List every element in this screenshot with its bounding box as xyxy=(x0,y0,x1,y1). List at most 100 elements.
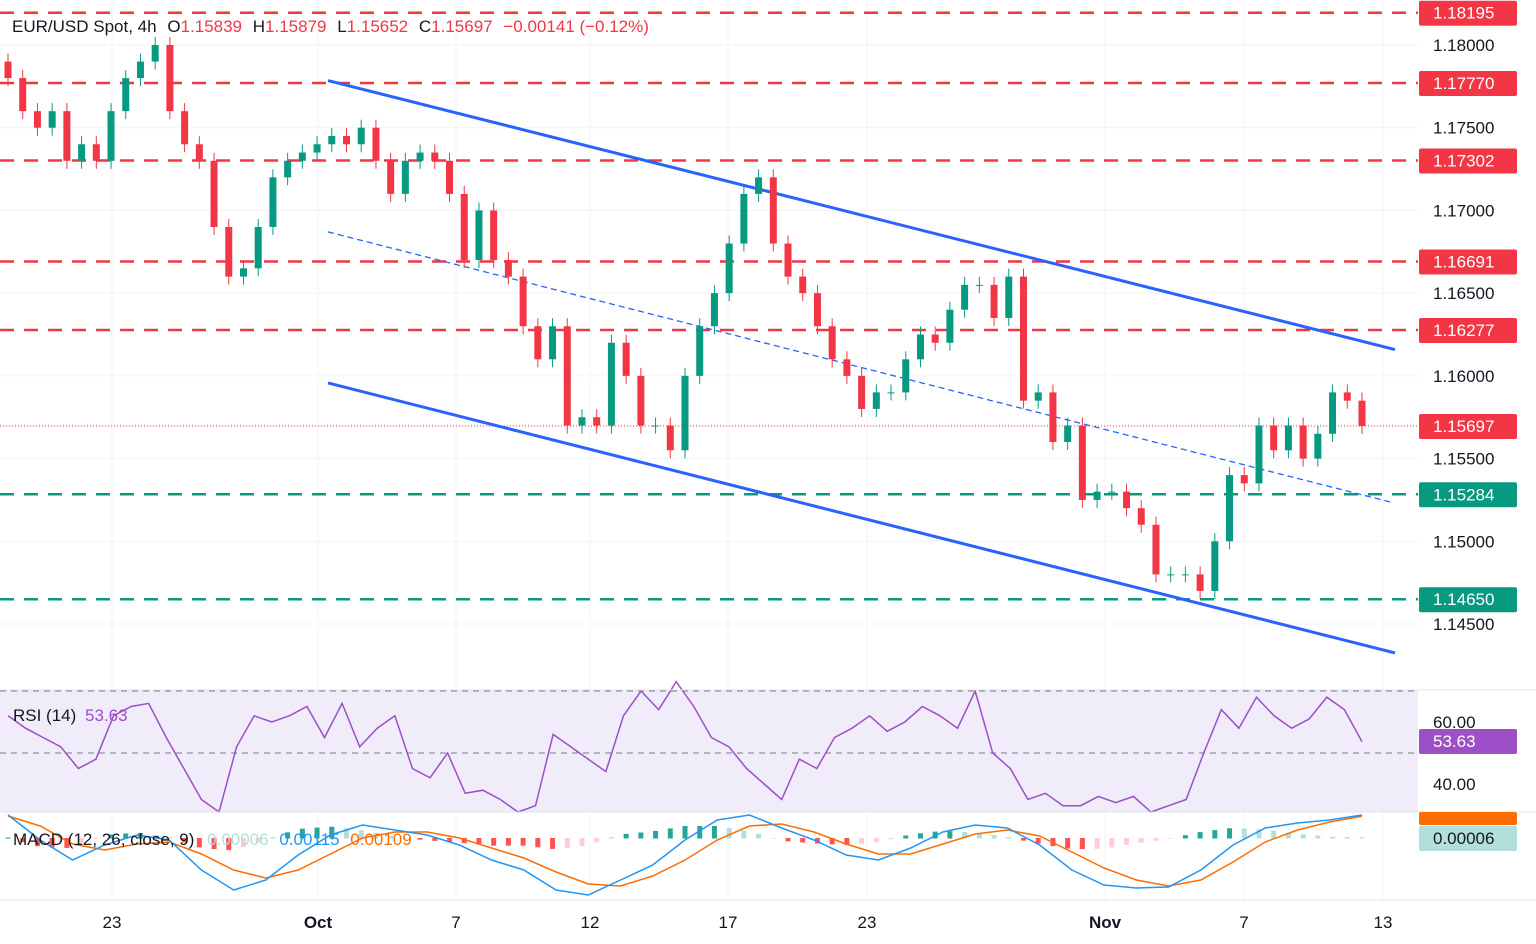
candle-body xyxy=(1167,574,1175,576)
macd-histogram-bar xyxy=(535,838,541,848)
chart-legend[interactable]: EUR/USD Spot, 4h O1.15839 H1.15879 L1.15… xyxy=(12,17,649,36)
candle-body xyxy=(1123,491,1131,509)
macd-histogram-bar xyxy=(1300,834,1306,839)
candle-body xyxy=(343,135,350,145)
close-value: 1.15697 xyxy=(431,17,492,36)
candle-body xyxy=(136,61,144,79)
candle-body xyxy=(666,425,674,451)
candle-body xyxy=(1078,425,1086,500)
level-price-label: 1.17770 xyxy=(1433,74,1494,93)
high-value: 1.15879 xyxy=(265,17,326,36)
candle-body xyxy=(710,293,718,327)
candle-body xyxy=(269,177,277,227)
candle-body xyxy=(975,284,983,286)
candle-body xyxy=(1020,276,1027,401)
macd-histogram-bar xyxy=(903,835,909,839)
macd-histogram-bar xyxy=(1344,837,1350,839)
macd-histogram-bar xyxy=(682,826,688,839)
channel-lower-line[interactable] xyxy=(327,381,1396,655)
candle-body xyxy=(607,342,615,426)
price-tick-label: 1.16500 xyxy=(1433,284,1494,303)
macd-histogram-bar xyxy=(1138,838,1144,843)
macd-legend[interactable]: MACD (12, 26, close, 9) 0.00006 0.00115 … xyxy=(13,830,412,849)
candle-body xyxy=(239,268,247,277)
price-tick-label: 1.14500 xyxy=(1433,615,1494,634)
level-price-label: 1.14650 xyxy=(1433,590,1494,609)
macd-histogram-bar xyxy=(344,828,349,839)
macd-histogram-bar xyxy=(329,826,335,839)
rsi-value-badge xyxy=(1419,729,1517,754)
time-axis[interactable]: 23 Oct 7 12 17 23 Nov 7 13 xyxy=(103,913,1393,932)
time-tick-label: Nov xyxy=(1089,913,1122,932)
time-tick-label: 7 xyxy=(451,913,460,932)
candle-body xyxy=(872,392,880,409)
macd-histogram-bar xyxy=(417,838,423,840)
low-value: 1.15652 xyxy=(347,17,408,36)
rsi-line xyxy=(7,680,1363,814)
candle-body xyxy=(519,276,527,327)
descending-channel[interactable] xyxy=(327,79,1396,655)
candle-body xyxy=(78,144,86,161)
horizontal-levels[interactable] xyxy=(0,11,1418,601)
macd-histogram-bar xyxy=(1124,838,1130,845)
macd-histogram-bar xyxy=(1168,838,1174,839)
macd-histogram-bar xyxy=(976,833,982,839)
price-tick-label: 1.15000 xyxy=(1433,532,1494,551)
level-price-badge xyxy=(1419,148,1517,174)
candle-body xyxy=(961,284,969,310)
candle-body xyxy=(740,193,748,244)
channel-middle-line[interactable] xyxy=(327,231,1391,503)
candle-body xyxy=(504,260,512,277)
level-price-badge xyxy=(1419,482,1517,508)
candle-body xyxy=(549,326,557,360)
macd-histogram-bar xyxy=(79,838,85,845)
macd-histogram-bar xyxy=(1079,838,1085,850)
candle-body xyxy=(784,243,792,277)
level-price-badge xyxy=(1419,249,1517,275)
price-axis-background xyxy=(1418,0,1536,944)
macd-histogram-bar xyxy=(623,833,629,839)
candle-body xyxy=(843,359,851,376)
macd-histogram-bar xyxy=(711,826,717,839)
rsi-legend[interactable]: RSI (14) 53.63 xyxy=(13,706,128,725)
open-value: 1.15839 xyxy=(181,17,242,36)
candle-body xyxy=(33,111,41,128)
level-price-label: 1.18195 xyxy=(1433,4,1494,23)
macd-histogram-bar xyxy=(20,838,26,843)
macd-histogram-bar xyxy=(1153,838,1159,841)
macd-histogram-bar xyxy=(182,838,188,843)
time-tick-label: 23 xyxy=(858,913,877,932)
channel-upper-line[interactable] xyxy=(327,79,1396,352)
candle-body xyxy=(151,45,159,62)
macd-histogram-bar xyxy=(917,833,923,839)
candle-body xyxy=(416,152,424,161)
level-price-label: 1.15284 xyxy=(1433,485,1494,504)
macd-histogram-bar xyxy=(1315,835,1321,839)
time-tick-label: 17 xyxy=(719,913,738,932)
macd-histogram-bar xyxy=(520,838,526,846)
macd-histogram-bar xyxy=(505,838,511,846)
macd-histogram-bar xyxy=(93,838,99,839)
macd-histogram-bar xyxy=(491,838,497,846)
price-tick-label: 1.16000 xyxy=(1433,367,1494,386)
price-tick-label: 1.18000 xyxy=(1433,36,1494,55)
rsi-panel xyxy=(0,680,1418,814)
macd-histogram-bar xyxy=(123,833,129,839)
candle-body xyxy=(357,127,365,145)
candle-body xyxy=(4,61,12,79)
rsi-value-label: 53.63 xyxy=(1433,732,1476,751)
macd-histogram-bar xyxy=(608,837,614,839)
macd-histogram-bar xyxy=(1212,830,1218,839)
macd-histogram-bar xyxy=(667,828,673,839)
candle-body xyxy=(652,425,660,427)
price-axis[interactable]: 1.18000 1.17500 1.17000 1.16500 1.16000 1.155… xyxy=(1419,0,1517,851)
macd-histogram-bar xyxy=(653,830,659,839)
macd-histogram-bar xyxy=(167,837,173,839)
candle-body xyxy=(799,276,807,294)
macd-histogram-bar xyxy=(432,838,438,841)
candle-body xyxy=(931,334,939,343)
macd-histogram-bar xyxy=(962,832,968,839)
macd-histogram-bar xyxy=(255,838,261,843)
candle-body xyxy=(1240,475,1248,484)
